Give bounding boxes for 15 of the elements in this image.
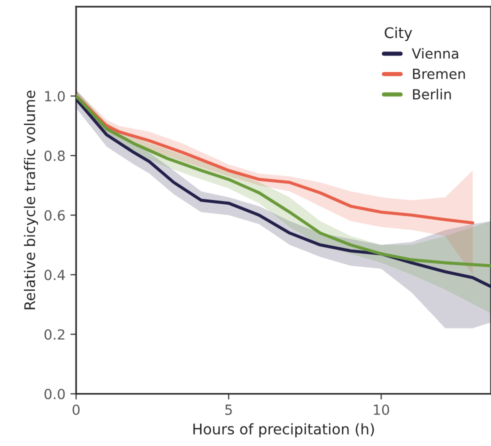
x-tick-label: 0 — [72, 404, 80, 415]
x-tick-label: 5 — [225, 404, 232, 415]
x-tick-label: 10 — [374, 404, 390, 415]
y-tick-label: 0.6 — [44, 210, 65, 221]
legend-label: Berlin — [413, 88, 451, 100]
y-tick-label: 0.4 — [44, 270, 65, 280]
legend-label: Bremen — [413, 68, 465, 80]
legend-title: City — [384, 26, 412, 42]
y-tick-label: 0.8 — [44, 150, 65, 162]
x-axis-title: Hours of precipitation (h) — [193, 423, 374, 438]
y-tick-label: 0.0 — [44, 388, 65, 400]
y-tick-label: 1.0 — [45, 90, 65, 102]
y-tick-label: 0.2 — [44, 329, 64, 340]
legend-label: Vienna — [412, 48, 458, 59]
y-axis-title: Relative bicycle traffic volume — [24, 90, 38, 310]
